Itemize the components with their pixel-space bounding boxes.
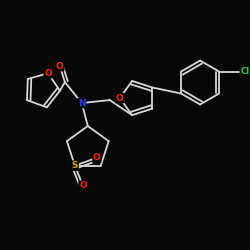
Text: S: S <box>72 161 78 170</box>
Text: N: N <box>78 98 86 108</box>
Text: Cl: Cl <box>240 67 250 76</box>
Text: O: O <box>93 153 101 162</box>
Text: O: O <box>44 69 52 78</box>
Text: O: O <box>79 181 87 190</box>
Text: O: O <box>56 62 64 71</box>
Text: O: O <box>116 94 124 102</box>
